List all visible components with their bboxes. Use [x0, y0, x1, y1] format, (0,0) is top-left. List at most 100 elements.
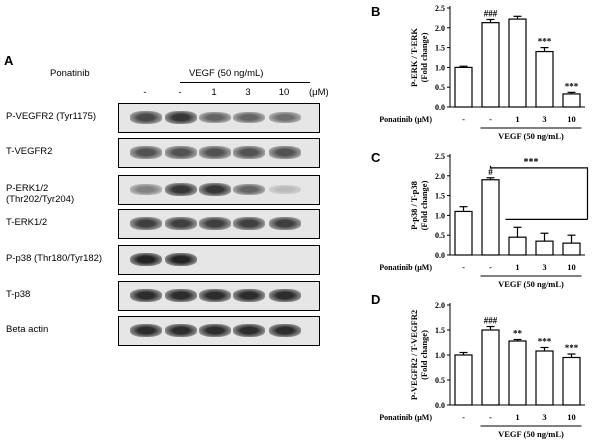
blot-strip — [118, 175, 320, 205]
y-tick-label: 1.5 — [435, 326, 445, 335]
blot-band — [269, 146, 301, 159]
group-label: VEGF (50 ng/mL) — [498, 429, 564, 439]
group-label: VEGF (50 ng/mL) — [498, 131, 564, 141]
bar — [562, 242, 581, 256]
blot-label: T-VEGFR2 — [6, 146, 53, 157]
blot-band — [130, 288, 162, 303]
vegf-line — [180, 82, 310, 83]
blot-band — [233, 111, 265, 124]
lane-label: 3 — [245, 87, 251, 98]
y-tick-label: 2.5 — [435, 4, 445, 13]
blot-band — [233, 323, 265, 338]
bar — [535, 240, 554, 256]
y-tick-label: 2.0 — [435, 172, 445, 181]
significance-label: *** — [565, 343, 579, 353]
blot-band — [130, 252, 162, 267]
y-axis-label-line: P-VEGFR2 / T-VEGFR2 — [409, 310, 419, 400]
significance-bracket — [489, 165, 589, 220]
bar — [481, 329, 500, 406]
blot-band — [269, 217, 301, 230]
treatment-label: Ponatinib — [50, 68, 90, 79]
y-tick-label: 2.0 — [435, 24, 445, 33]
blot-band — [199, 146, 231, 159]
chart-b: P-ERK / T-ERK(Fold change) 0.0 0.5 1.0 1.5 2.… — [380, 4, 585, 141]
y-tick-label: 2.0 — [435, 301, 445, 310]
y-tick-label: 1.0 — [435, 63, 445, 72]
y-tick-label: 0.5 — [435, 376, 445, 385]
blot-band — [199, 288, 231, 303]
blot-band — [130, 111, 162, 124]
blot-band — [130, 146, 162, 159]
blot-band — [233, 146, 265, 159]
bar — [535, 350, 554, 406]
y-tick-label: 0.5 — [435, 231, 445, 240]
blot-band — [269, 288, 301, 303]
blot-strip — [118, 138, 320, 168]
bar — [535, 50, 554, 108]
x-tick-label: 10 — [567, 262, 576, 272]
blot-label: T-p38 — [6, 289, 31, 300]
x-axis-label: Ponatinib (μM) — [380, 263, 432, 272]
blot-label: P-ERK1/2 (Thr202/Tyr204) — [6, 183, 75, 205]
blot-band — [233, 288, 265, 303]
blot-band — [165, 110, 197, 125]
y-tick-label: 0.5 — [435, 83, 445, 92]
blot-band — [130, 323, 162, 338]
blot-band — [233, 183, 265, 196]
y-axis-label-line: P-ERK / T-ERK — [409, 28, 419, 87]
blot-band — [130, 217, 162, 230]
x-tick-label: - — [462, 262, 465, 272]
blot-band — [165, 252, 197, 267]
x-tick-label: 1 — [515, 114, 519, 124]
blot-band — [269, 185, 301, 194]
unit-label: (μM) — [309, 87, 329, 98]
blot-strip — [118, 103, 320, 133]
x-tick-label: 3 — [542, 262, 546, 272]
significance-label: ### — [484, 316, 498, 326]
bar — [481, 22, 500, 108]
bar — [454, 210, 473, 256]
y-tick-label: 2.5 — [435, 152, 445, 161]
blot-band — [199, 182, 231, 197]
significance-label: *** — [538, 37, 552, 47]
bar — [454, 66, 473, 108]
x-tick-label: - — [489, 114, 492, 124]
y-tick-label: 1.5 — [435, 44, 445, 53]
lane-label: 1 — [211, 87, 217, 98]
y-tick-label: 0.0 — [435, 103, 445, 112]
y-tick-label: 0.0 — [435, 401, 445, 410]
bar — [508, 18, 527, 108]
y-axis-label: P-p38 / T-p38(Fold change) — [409, 180, 429, 230]
blot-band — [233, 217, 265, 230]
panel-letter-b: B — [371, 4, 381, 19]
bar — [454, 354, 473, 406]
x-axis-label: Ponatinib (μM) — [380, 115, 432, 124]
lane-label: 10 — [278, 87, 290, 98]
bar — [562, 93, 581, 108]
y-axis-label: P-ERK / T-ERK(Fold change) — [409, 28, 429, 87]
panel-letter-a: A — [4, 53, 14, 68]
y-tick-label: 0.0 — [435, 251, 445, 260]
panel-letter-c: C — [371, 150, 381, 165]
lane-label: - — [143, 87, 147, 98]
chart-d: P-VEGFR2 / T-VEGFR2(Fold change) 0.0 0.5 1.… — [380, 301, 585, 439]
blot-band — [165, 182, 197, 197]
bracket-label: *** — [524, 157, 539, 168]
chart-c: P-p38 / T-p38(Fold change) 0.0 0.5 1.0 1.5 2.… — [380, 152, 589, 289]
blot-band — [199, 111, 231, 124]
x-tick-label: 1 — [515, 262, 519, 272]
x-tick-label: 10 — [567, 412, 576, 422]
significance-label: ** — [513, 329, 523, 339]
significance-label: *** — [538, 337, 552, 347]
blot-band — [269, 323, 301, 338]
x-axis-label: Ponatinib (μM) — [380, 413, 432, 422]
group-label: VEGF (50 ng/mL) — [498, 279, 564, 289]
lane-label: - — [178, 87, 182, 98]
x-tick-label: - — [462, 412, 465, 422]
y-tick-label: 1.5 — [435, 192, 445, 201]
bar — [562, 356, 581, 406]
y-axis-label-line: (Fold change) — [419, 180, 429, 230]
y-tick-label: 1.0 — [435, 211, 445, 220]
x-tick-label: 10 — [567, 114, 576, 124]
blot-strip — [118, 316, 320, 346]
